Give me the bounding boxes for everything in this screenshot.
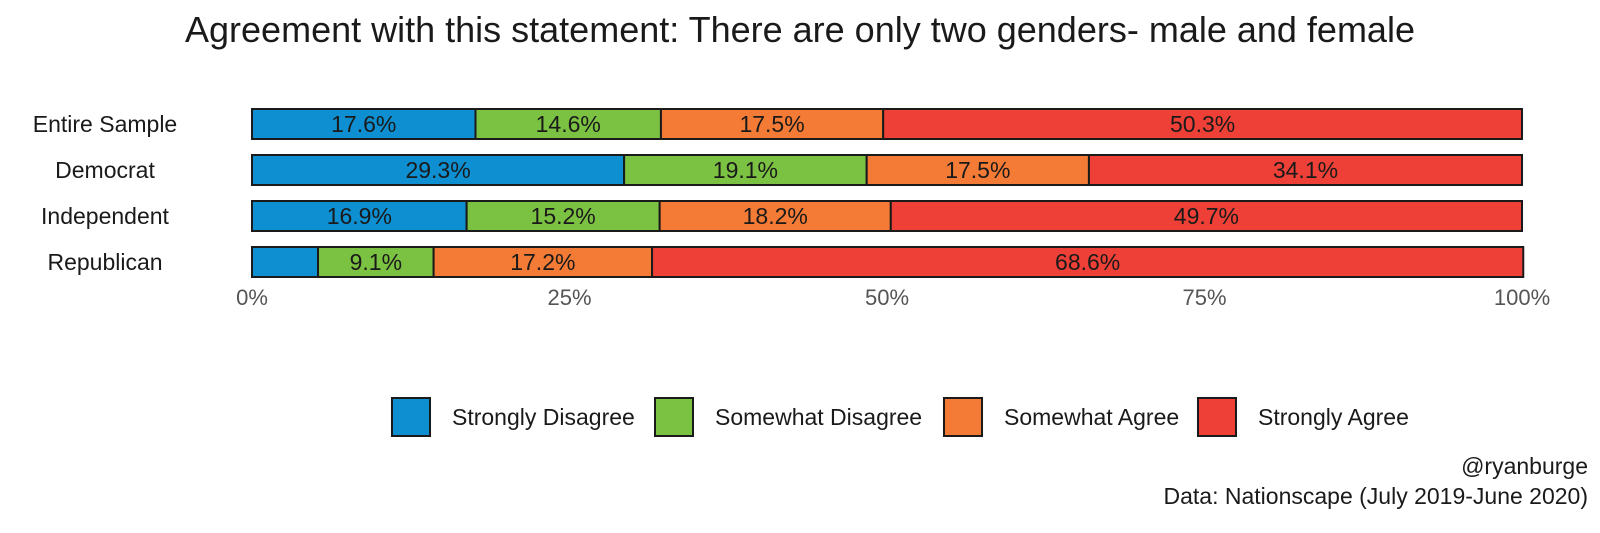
- data-label: 15.2%: [531, 203, 596, 229]
- category-label: Democrat: [55, 157, 155, 183]
- bar-segment: [474, 108, 662, 140]
- bar-segment: [623, 154, 868, 186]
- legend-label: Strongly Agree: [1258, 404, 1409, 430]
- data-label: 9.1%: [350, 249, 402, 275]
- category-label: Independent: [41, 203, 170, 229]
- data-label: 17.5%: [739, 111, 804, 137]
- bar-segment: [251, 108, 477, 140]
- bar-segment: [889, 200, 1523, 232]
- legend: Strongly Disagree Somewhat Disagree Somewh…: [391, 397, 1409, 437]
- bar-segment: [465, 200, 661, 232]
- category-label: Entire Sample: [33, 111, 177, 137]
- data-label: 16.9%: [327, 203, 392, 229]
- data-label: 68.6%: [1055, 249, 1120, 275]
- chart-title: Agreement with this statement: There are…: [185, 9, 1415, 50]
- bar-segment: [317, 246, 435, 278]
- bars: 17.6% 14.6% 17.5% 50.3% 29.3% 19.1% 17.5% 34.1%…: [251, 108, 1525, 278]
- data-label: 14.6%: [536, 111, 601, 137]
- data-label: 50.3%: [1170, 111, 1235, 137]
- x-tick-label: 25%: [547, 285, 591, 310]
- data-label: 19.1%: [713, 157, 778, 183]
- legend-swatch: [654, 397, 694, 437]
- x-tick-label: 75%: [1182, 285, 1226, 310]
- bar-segment: [651, 246, 1525, 278]
- category-label: Republican: [47, 249, 162, 275]
- legend-swatch: [943, 397, 983, 437]
- category-labels: Entire Sample Democrat Independent Republic…: [33, 111, 177, 275]
- bar-segment: [251, 154, 626, 186]
- bar-segment: [432, 246, 654, 278]
- data-label: 29.3%: [405, 157, 470, 183]
- bar-segment: [659, 108, 885, 140]
- x-axis-ticks: 0% 25% 50% 75% 100%: [236, 285, 1550, 310]
- bar-segment: [1087, 154, 1524, 186]
- data-label: 49.7%: [1174, 203, 1239, 229]
- legend-label: Somewhat Disagree: [715, 404, 922, 430]
- bar-segment: [882, 108, 1523, 140]
- bar-segment: [251, 200, 468, 232]
- legend-label: Strongly Disagree: [452, 404, 635, 430]
- caption-handle: @ryanburge: [1461, 453, 1588, 479]
- legend-swatch: [391, 397, 431, 437]
- x-tick-label: 100%: [1494, 285, 1550, 310]
- legend-label: Somewhat Agree: [1004, 404, 1179, 430]
- bar-segment: [251, 246, 320, 278]
- data-label: 17.6%: [331, 111, 396, 137]
- legend-swatch: [1197, 397, 1237, 437]
- x-tick-label: 50%: [865, 285, 909, 310]
- caption-source: Data: Nationscape (July 2019-June 2020): [1164, 483, 1588, 509]
- x-tick-label: 0%: [236, 285, 268, 310]
- data-label: 34.1%: [1273, 157, 1338, 183]
- data-label: 18.2%: [743, 203, 808, 229]
- bar-segment: [865, 154, 1090, 186]
- data-label: 17.5%: [945, 157, 1010, 183]
- data-label: 17.2%: [510, 249, 575, 275]
